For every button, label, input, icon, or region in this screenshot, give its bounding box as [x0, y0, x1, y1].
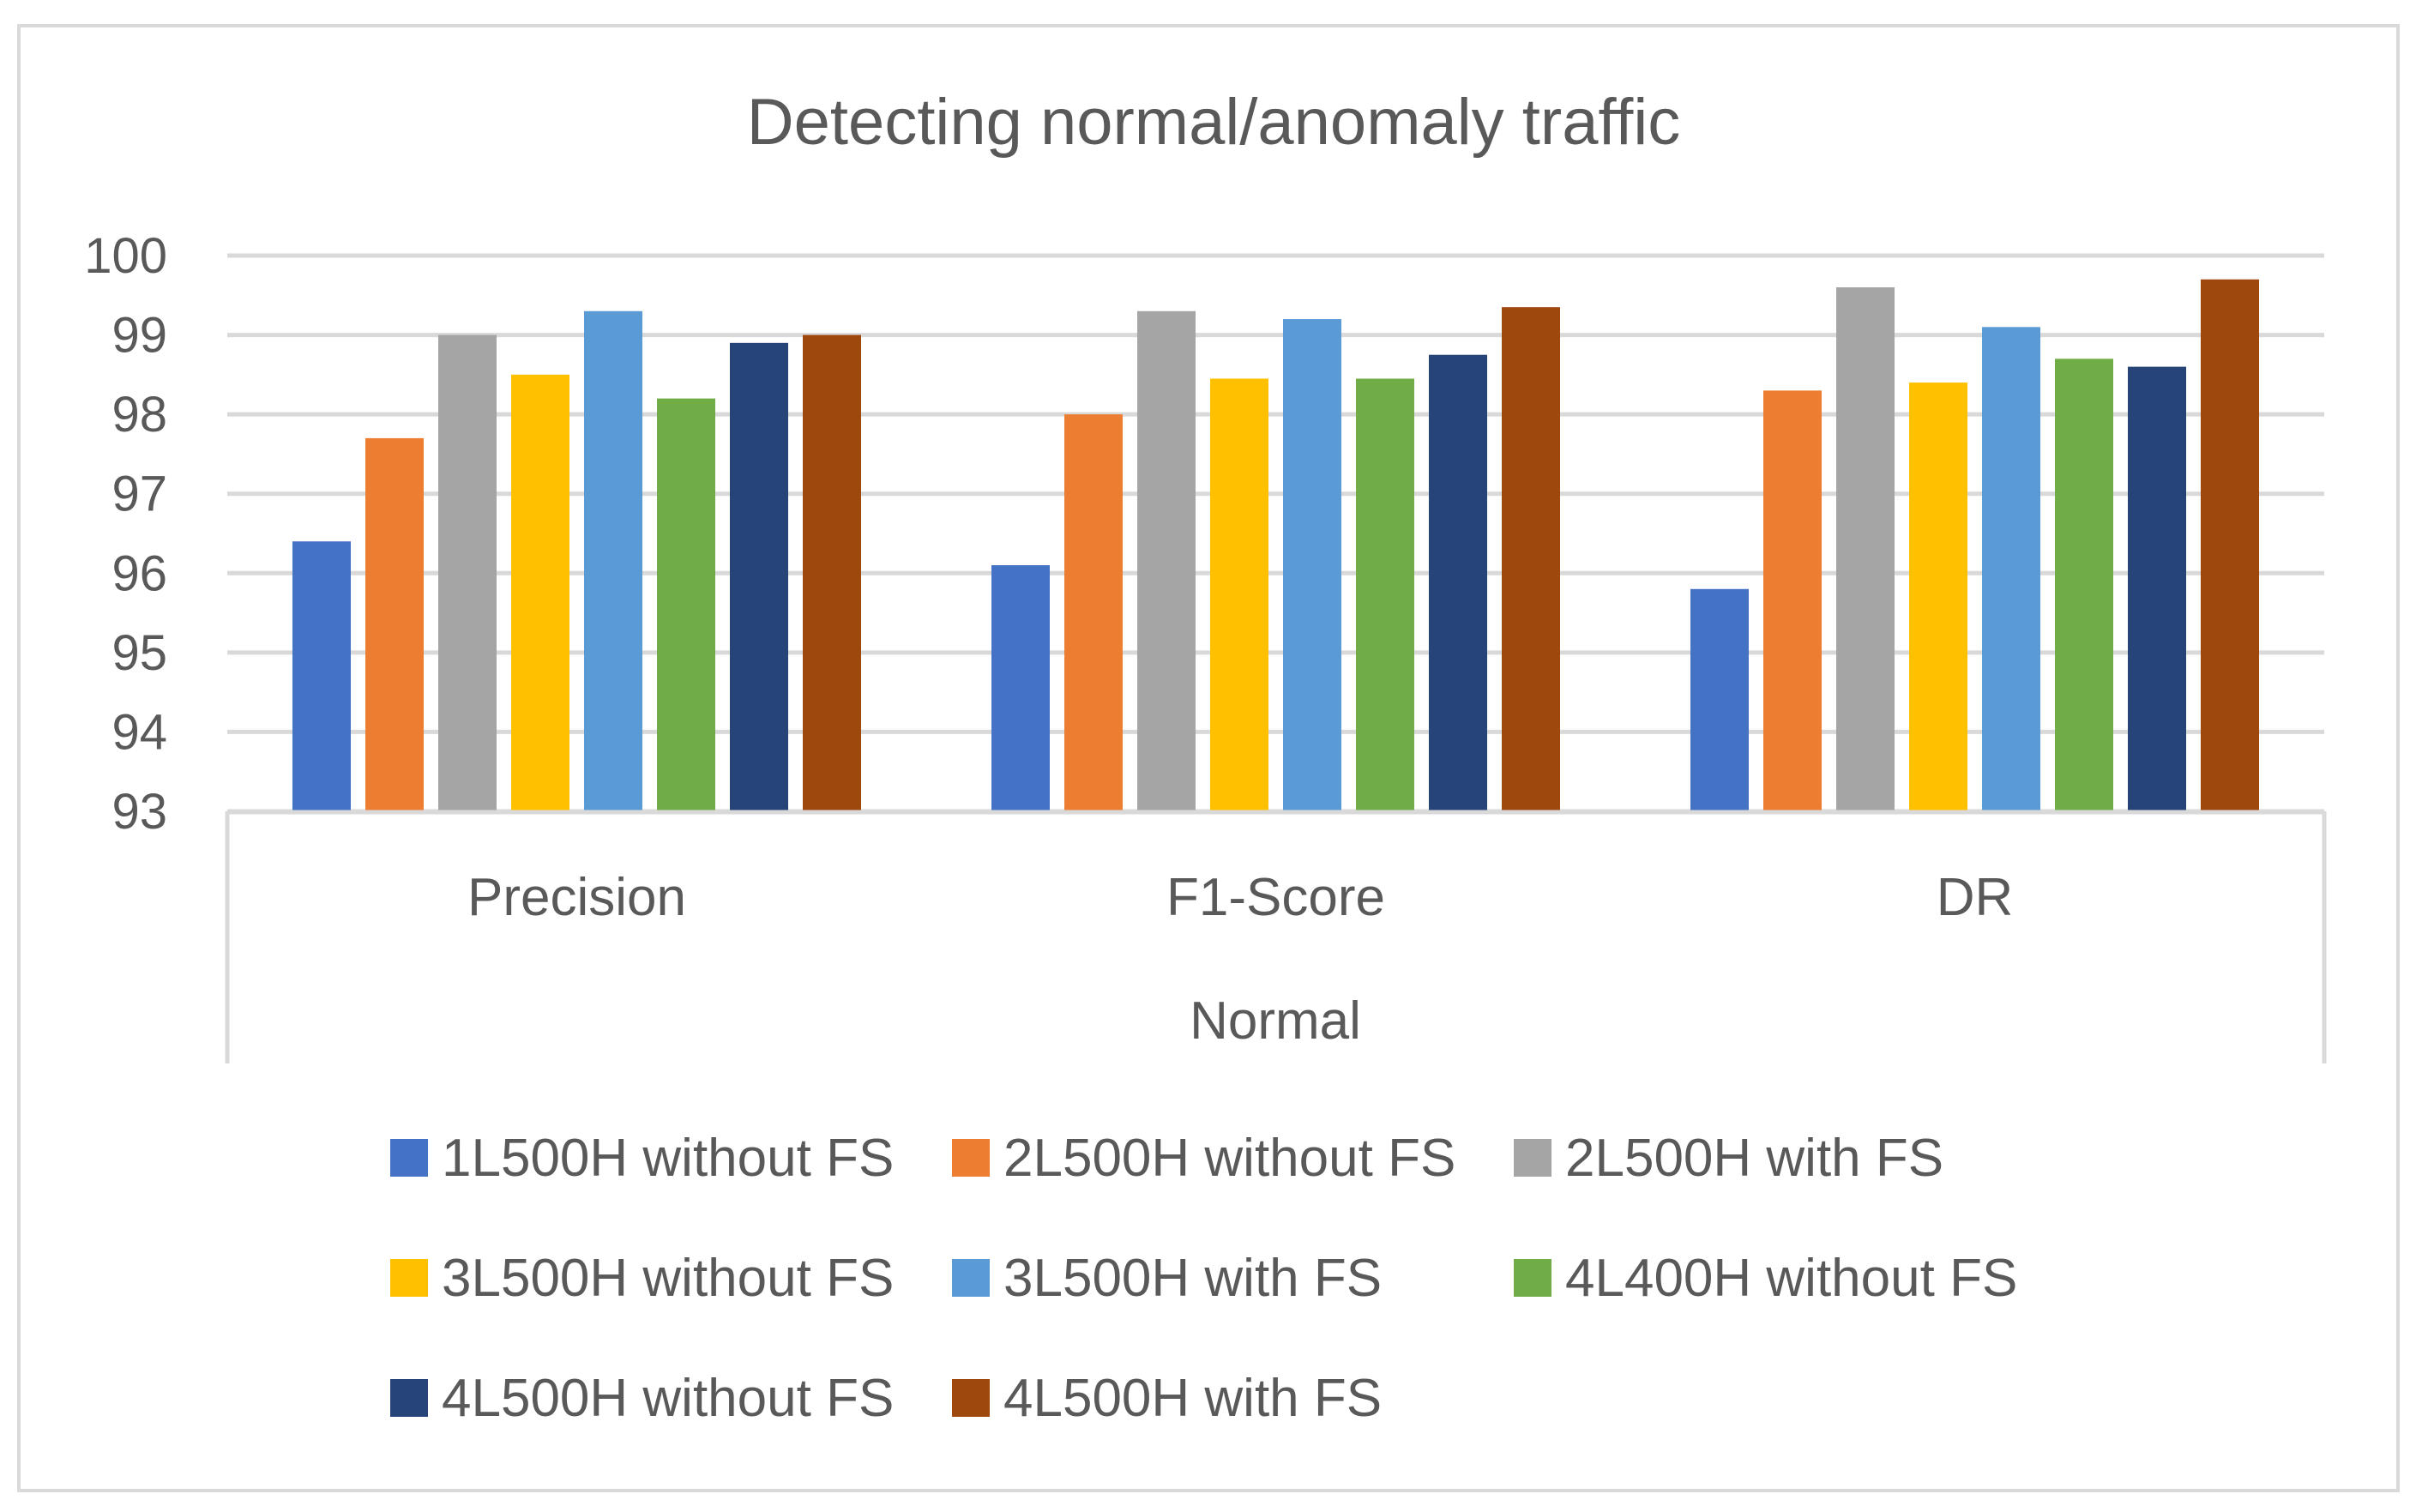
bar — [1763, 390, 1822, 811]
legend-label: 2L500H with FS — [1565, 1129, 1943, 1188]
bar — [657, 398, 715, 811]
legend-swatch — [390, 1139, 428, 1177]
legend-swatch — [390, 1379, 428, 1417]
legend-swatch — [1514, 1139, 1551, 1177]
bar — [2128, 366, 2186, 812]
category-label: DR — [1937, 868, 2014, 927]
y-tick-label: 98 — [111, 387, 167, 443]
legend-item: 2L500H without FS — [952, 1129, 1455, 1188]
bar — [1356, 378, 1414, 811]
legend-label: 3L500H without FS — [442, 1249, 894, 1308]
legend-label: 3L500H with FS — [1003, 1249, 1382, 1308]
bar — [292, 541, 351, 811]
y-tick-label: 95 — [111, 625, 167, 681]
legend-swatch — [952, 1259, 990, 1297]
bar — [1210, 378, 1268, 811]
legend-swatch — [952, 1379, 990, 1417]
y-axis: 93 94 95 96 97 98 99 100 — [84, 228, 167, 840]
bar — [1982, 327, 2040, 811]
bar — [2201, 279, 2259, 811]
bar — [803, 334, 861, 812]
y-tick-label: 96 — [111, 545, 167, 601]
legend-item: 3L500H with FS — [952, 1249, 1382, 1308]
legend-swatch — [952, 1139, 990, 1177]
legend-item: 4L400H without FS — [1514, 1249, 2017, 1308]
y-tick-label: 100 — [84, 228, 167, 284]
y-tick-label: 99 — [111, 308, 167, 364]
y-tick-label: 93 — [111, 784, 167, 840]
legend-item: 4L500H with FS — [952, 1369, 1382, 1428]
group-label: Normal — [1190, 991, 1361, 1051]
bar — [1690, 588, 1749, 811]
bar — [1283, 319, 1341, 811]
category-label: Precision — [467, 868, 686, 927]
category-label: F1-Score — [1166, 868, 1385, 927]
legend-label: 1L500H without FS — [442, 1129, 894, 1188]
bar — [1137, 310, 1196, 811]
bar — [1064, 414, 1123, 811]
y-tick-label: 97 — [111, 467, 167, 522]
legend-label: 2L500H without FS — [1003, 1129, 1455, 1188]
chart-title: Detecting normal/anomaly traffic — [747, 86, 1680, 159]
bar — [730, 342, 788, 811]
legend-item: 1L500H without FS — [390, 1129, 894, 1188]
legend-label: 4L500H without FS — [442, 1369, 894, 1428]
y-tick-label: 94 — [111, 704, 167, 760]
bar — [1429, 354, 1487, 811]
bar — [438, 334, 497, 812]
bar — [991, 565, 1050, 811]
bar — [2055, 358, 2113, 811]
x-axis: Precision F1-Score DR — [225, 810, 2327, 1063]
legend-item: 2L500H with FS — [1514, 1129, 1943, 1188]
legend-item: 3L500H without FS — [390, 1249, 894, 1308]
legend-label: 4L400H without FS — [1565, 1249, 2017, 1308]
bars — [292, 279, 2259, 812]
bar — [1502, 307, 1560, 812]
legend-label: 4L500H with FS — [1003, 1369, 1382, 1428]
bar — [365, 437, 424, 811]
bar — [1836, 287, 1895, 811]
bar — [1909, 383, 1967, 811]
bar — [584, 310, 642, 811]
legend-item: 4L500H without FS — [390, 1369, 894, 1428]
legend: 1L500H without FS 2L500H without FS 2L500H… — [390, 1129, 2017, 1428]
bar — [511, 374, 569, 811]
legend-swatch — [390, 1259, 428, 1297]
legend-swatch — [1514, 1259, 1551, 1297]
